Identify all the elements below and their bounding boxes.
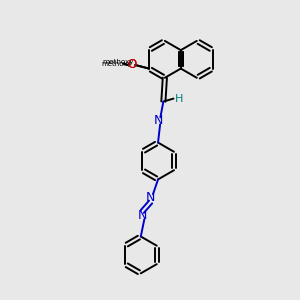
Text: N: N: [138, 209, 147, 222]
Text: O: O: [127, 58, 136, 71]
Text: N: N: [146, 191, 155, 204]
Text: methoxy: methoxy: [103, 59, 134, 65]
Text: N: N: [153, 114, 163, 128]
Text: methoxy: methoxy: [102, 61, 132, 67]
Text: O: O: [127, 58, 136, 71]
Text: H: H: [175, 94, 183, 103]
